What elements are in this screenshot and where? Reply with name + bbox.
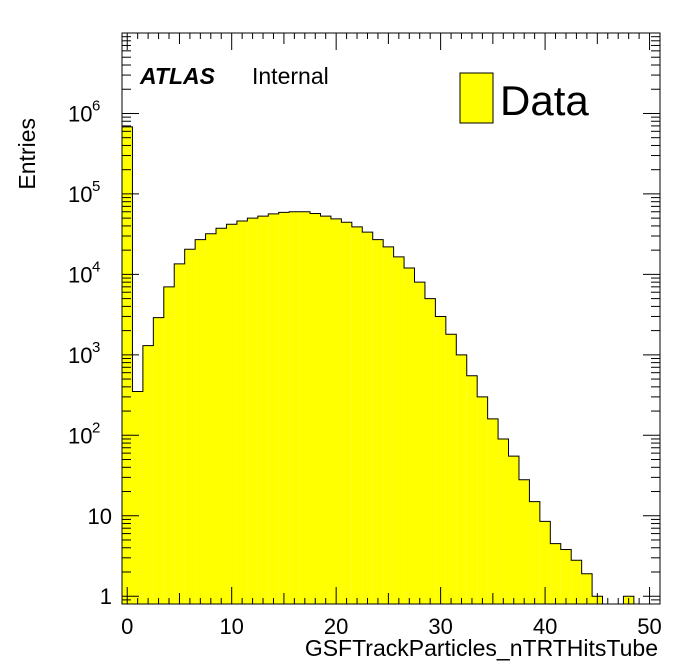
histogram-bar: [195, 239, 206, 605]
histogram-bar: [299, 211, 311, 604]
histogram-bar: [529, 501, 540, 604]
y-axis-title: Entries: [14, 118, 40, 190]
axis-ticks: [122, 32, 660, 605]
histogram-bar: [560, 549, 572, 604]
histogram-bar: [404, 268, 415, 604]
y-tick-label-exponent: 4: [92, 258, 100, 275]
y-tick-label-exponent: 2: [92, 419, 100, 436]
histogram-bar: [268, 213, 279, 605]
y-tick-label: 1: [100, 584, 112, 609]
histogram-bar: [257, 216, 269, 604]
histogram-bar: [142, 345, 154, 604]
histogram-bar: [414, 282, 425, 604]
x-tick-label: 50: [637, 614, 661, 639]
x-axis-title: GSFTrackParticles_nTRTHitsTube: [305, 635, 658, 661]
histogram-bar: [320, 216, 331, 604]
histogram-bars: [122, 126, 634, 605]
x-tick-labels: 0 10 20 30 40 50: [121, 614, 662, 639]
histogram-bar: [456, 354, 467, 604]
x-tick-label: 10: [219, 614, 243, 639]
histogram-bar: [383, 246, 394, 604]
histogram-bar: [216, 228, 227, 604]
histogram-bar: [247, 218, 258, 604]
y-tick-label-exponent: 6: [92, 97, 100, 114]
histogram-bar: [424, 298, 436, 604]
y-tick-label-exponent: 5: [92, 178, 100, 195]
x-tick-label: 0: [121, 614, 133, 639]
y-tick-label: 10: [88, 504, 112, 529]
histogram-bar: [581, 573, 593, 604]
histogram-bar: [518, 479, 530, 604]
histogram-bar: [310, 213, 321, 604]
histogram-bar: [351, 226, 363, 604]
histogram-bar: [487, 418, 499, 604]
histogram-bar: [372, 239, 384, 605]
plot-frame: [121, 32, 661, 605]
histogram-bar: [341, 222, 352, 604]
legend-label-data: Data: [500, 77, 589, 124]
histogram-bar: [184, 249, 196, 605]
histogram-bar: [466, 375, 478, 604]
histogram-bar: [435, 316, 446, 604]
histogram-bar: [498, 438, 509, 604]
atlas-label: ATLAS: [139, 63, 216, 89]
x-tick-label: 20: [324, 614, 348, 639]
histogram-bar: [163, 286, 175, 604]
histogram-bar: [132, 391, 143, 604]
y-tick-label: 10: [68, 343, 92, 368]
histogram-bar: [174, 263, 185, 604]
histogram-bar: [362, 232, 373, 604]
histogram-outline: [121, 126, 655, 605]
x-tick-label: 40: [533, 614, 557, 639]
histogram-bar: [393, 256, 405, 604]
histogram-bar: [122, 126, 133, 605]
histogram-bar: [508, 456, 519, 604]
histogram-bar: [278, 212, 290, 604]
y-tick-label: 10: [68, 182, 92, 207]
y-tick-label: 10: [68, 262, 92, 287]
histogram-bar: [477, 396, 488, 604]
x-tick-label: 30: [428, 614, 452, 639]
histogram-bar: [550, 543, 561, 604]
histogram-bar: [445, 334, 457, 604]
legend-swatch-data: [459, 72, 494, 124]
histogram-bar: [205, 233, 217, 605]
y-tick-label: 10: [68, 423, 92, 448]
histogram-bar: [236, 221, 248, 605]
histogram-bar: [539, 521, 551, 604]
histogram-bar: [226, 224, 237, 605]
histogram-bar: [153, 317, 164, 604]
y-tick-label-exponent: 3: [92, 339, 100, 356]
histogram-bar: [571, 560, 582, 604]
y-tick-label: 10: [68, 101, 92, 126]
histogram-bar: [289, 211, 300, 604]
histogram-bar: [330, 218, 342, 604]
internal-label: Internal: [252, 63, 329, 89]
